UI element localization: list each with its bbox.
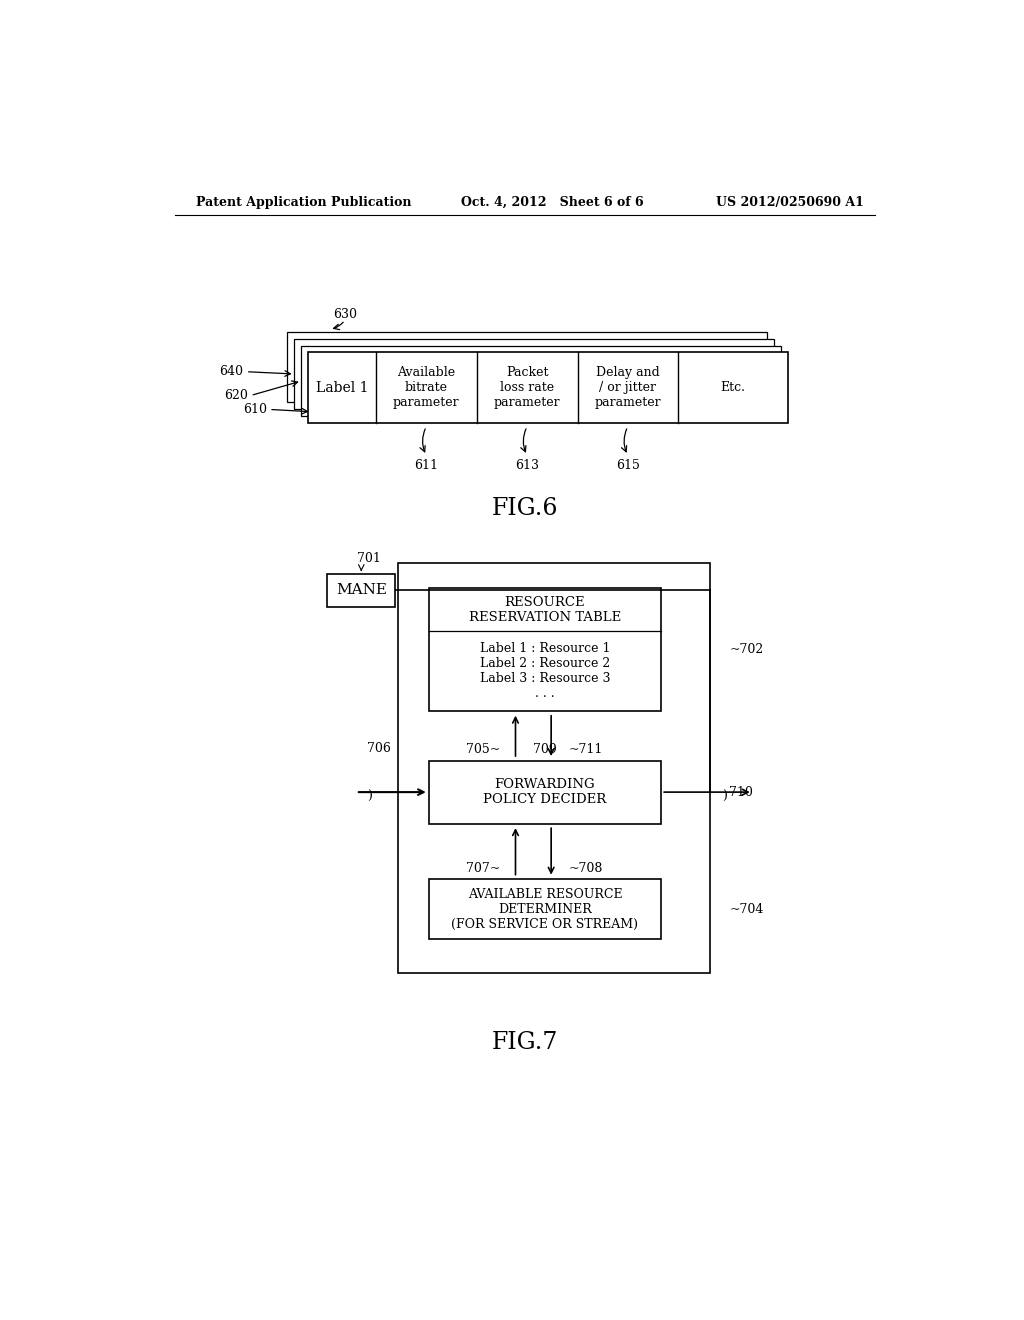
Text: ): ) <box>368 791 373 804</box>
Text: Etc.: Etc. <box>721 381 745 395</box>
Text: Label 1 : Resource 1
Label 2 : Resource 2
Label 3 : Resource 3
. . .: Label 1 : Resource 1 Label 2 : Resource … <box>479 643 610 700</box>
Bar <box>429 760 662 824</box>
Bar <box>328 574 395 607</box>
Text: Label 1: Label 1 <box>315 381 369 395</box>
Text: MANE: MANE <box>336 583 387 598</box>
Text: 705~: 705~ <box>466 743 500 756</box>
Text: 611: 611 <box>415 459 438 473</box>
Text: 613: 613 <box>515 459 539 473</box>
Bar <box>429 589 662 711</box>
Text: 620: 620 <box>224 389 248 403</box>
Text: FIG.7: FIG.7 <box>492 1031 558 1053</box>
Text: 701: 701 <box>357 552 381 565</box>
Text: 630: 630 <box>333 308 357 321</box>
Text: US 2012/0250690 A1: US 2012/0250690 A1 <box>717 195 864 209</box>
Text: 610: 610 <box>244 403 267 416</box>
Text: FIG.6: FIG.6 <box>492 498 558 520</box>
Text: 706: 706 <box>368 742 391 755</box>
Text: ~711: ~711 <box>568 743 602 756</box>
Text: 615: 615 <box>616 459 640 473</box>
Text: FORWARDING
POLICY DECIDER: FORWARDING POLICY DECIDER <box>483 777 606 807</box>
Text: 640: 640 <box>219 366 243 379</box>
Bar <box>301 346 781 416</box>
Bar <box>429 879 662 940</box>
Text: AVAILABLE RESOURCE
DETERMINER
(FOR SERVICE OR STREAM): AVAILABLE RESOURCE DETERMINER (FOR SERVI… <box>452 887 638 931</box>
Text: Patent Application Publication: Patent Application Publication <box>197 195 412 209</box>
Bar <box>398 564 710 973</box>
Text: 707~: 707~ <box>466 862 500 875</box>
Bar <box>287 331 767 403</box>
Text: Available
bitrate
parameter: Available bitrate parameter <box>393 367 460 409</box>
Bar <box>308 352 788 424</box>
Text: Oct. 4, 2012   Sheet 6 of 6: Oct. 4, 2012 Sheet 6 of 6 <box>461 195 644 209</box>
Text: Packet
loss rate
parameter: Packet loss rate parameter <box>494 367 560 409</box>
Text: 710: 710 <box>729 785 754 799</box>
Text: ~708: ~708 <box>568 862 602 875</box>
Text: Delay and
/ or jitter
parameter: Delay and / or jitter parameter <box>595 367 662 409</box>
Text: 709: 709 <box>534 743 557 756</box>
Text: ): ) <box>722 789 727 803</box>
Text: RESOURCE
RESERVATION TABLE: RESOURCE RESERVATION TABLE <box>469 595 622 623</box>
Text: ~704: ~704 <box>729 903 764 916</box>
Bar <box>294 339 774 409</box>
Text: ~702: ~702 <box>729 643 764 656</box>
